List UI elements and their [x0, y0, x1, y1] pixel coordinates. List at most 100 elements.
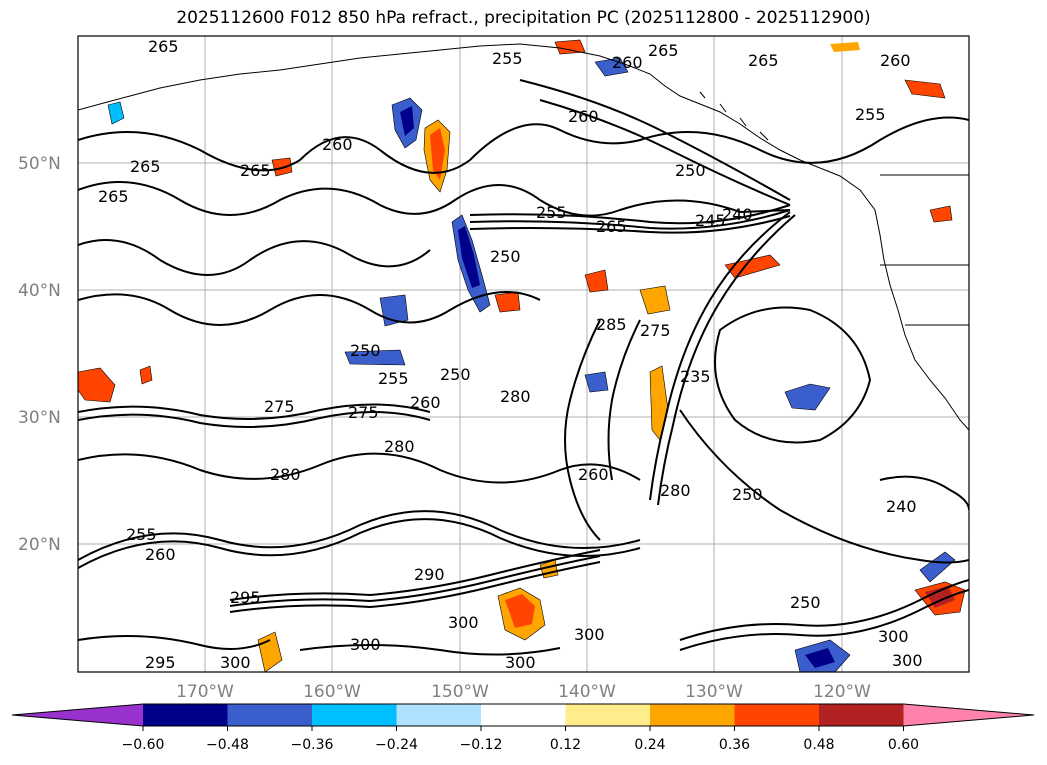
- colorbar-extend-high: [903, 704, 1034, 726]
- state-border: [880, 174, 969, 326]
- contour-label: 250: [790, 593, 821, 612]
- contour-labels: 265 265 265 260 265 260 255 250 265 265 …: [98, 37, 923, 672]
- precip-patch: [554, 39, 586, 55]
- colorbar-tick-label: 0.48: [803, 737, 834, 753]
- lat-label-20n: 20°N: [18, 535, 61, 555]
- colorbar-segment: [734, 704, 820, 726]
- colorbar-tick-label: 0.36: [719, 737, 750, 753]
- contour-label: 280: [660, 481, 691, 500]
- map-panel: 265 265 265 260 265 260 255 250 265 265 …: [77, 35, 970, 673]
- precip-patch: [107, 101, 125, 125]
- lon-label-140w: 140°W: [558, 682, 616, 702]
- contour-label: 265: [130, 157, 161, 176]
- colorbar-segment: [481, 704, 566, 726]
- colorbar-segment: [650, 704, 735, 726]
- contour-line: [657, 214, 796, 506]
- contour-label: 255: [536, 203, 567, 222]
- precip-patch: [400, 106, 414, 136]
- contour-label: 260: [612, 53, 643, 72]
- precip-patch: [430, 128, 445, 180]
- contour-label: 295: [145, 653, 176, 672]
- contour-label: 290: [414, 565, 445, 584]
- precip-patch: [805, 648, 835, 668]
- contour-line: [679, 589, 969, 651]
- colorbar-segment: [565, 704, 651, 726]
- precip-patch: [929, 205, 953, 223]
- contour-label: 280: [384, 437, 415, 456]
- contour-label: 300: [448, 613, 479, 632]
- contour-label: 265: [148, 37, 179, 56]
- contour-line: [229, 549, 601, 601]
- colorbar-tick-label: 0.24: [634, 737, 665, 753]
- contour-label: 240: [722, 205, 753, 224]
- lon-label-170w: 170°W: [176, 682, 234, 702]
- precip-patch: [344, 349, 406, 366]
- contour-line: [78, 239, 431, 276]
- contour-line: [299, 644, 561, 656]
- contour-label: 280: [270, 465, 301, 484]
- contour-label: 300: [350, 635, 381, 654]
- contour-label: 260: [145, 545, 176, 564]
- lon-label-130w: 130°W: [685, 682, 743, 702]
- colorbar-extend-low: [12, 704, 143, 726]
- contour-line: [78, 518, 641, 569]
- contour-label: 280: [500, 387, 531, 406]
- contour-line: [78, 410, 431, 428]
- contour-line: [714, 306, 872, 444]
- contour-line: [78, 291, 541, 326]
- precip-patch: [919, 551, 956, 583]
- colorbar-tick-label: −0.60: [122, 737, 165, 753]
- precip-patch: [505, 594, 535, 628]
- contour-label: 250: [732, 485, 763, 504]
- contour-label: 260: [880, 51, 911, 70]
- precip-patch: [830, 42, 860, 52]
- colorbar-segment: [227, 704, 313, 726]
- contour-label: 255: [378, 369, 409, 388]
- contour-label: 275: [640, 321, 671, 340]
- contour-line: [679, 409, 969, 564]
- contour-label: 265: [98, 187, 129, 206]
- coastlines: [78, 43, 969, 431]
- colorbar-tick-label: 0.60: [888, 737, 919, 753]
- map-background: [78, 36, 969, 672]
- colorbar-tick-label: −0.12: [460, 737, 503, 753]
- contour-label: 300: [892, 651, 923, 670]
- contour-label: 240: [886, 497, 917, 516]
- precip-patch: [724, 254, 781, 279]
- contour-line: [469, 204, 791, 225]
- precip-patch: [904, 79, 946, 99]
- colorbar-segment: [143, 704, 228, 726]
- contour-label: 255: [126, 525, 157, 544]
- contour-line: [564, 319, 601, 541]
- contour-label: 255: [855, 105, 886, 124]
- contour-label: 260: [568, 107, 599, 126]
- colorbar-segment: [819, 704, 904, 726]
- contour-line: [78, 116, 969, 174]
- colorbar-segment: [396, 704, 482, 726]
- contour-line: [679, 579, 969, 641]
- contour-label: 300: [220, 653, 251, 672]
- contour-label: 265: [748, 51, 779, 70]
- map-title: 2025112600 F012 850 hPa refract., precip…: [176, 8, 871, 28]
- contour-label: 250: [350, 341, 381, 360]
- colorbar-tick-label: −0.36: [291, 737, 334, 753]
- lon-label-150w: 150°W: [431, 682, 489, 702]
- precip-patch: [458, 226, 480, 288]
- precip-patch: [584, 269, 609, 293]
- colorbar-tick-label: −0.24: [375, 737, 418, 753]
- contour-label: 255: [492, 49, 523, 68]
- contour-line: [78, 181, 791, 217]
- coastline-north-america: [819, 167, 969, 431]
- contour-line: [229, 561, 601, 613]
- contour-label: 275: [264, 397, 295, 416]
- contour-line: [78, 635, 271, 650]
- contour-label: 275: [348, 403, 379, 422]
- contour-line: [649, 211, 791, 501]
- island-chain: [699, 91, 769, 141]
- contour-label: 265: [596, 217, 627, 236]
- contour-label: 295: [230, 588, 261, 607]
- contour-label: 265: [648, 41, 679, 60]
- contour-line: [78, 510, 641, 561]
- contour-line: [539, 99, 791, 206]
- lat-label-30n: 30°N: [18, 408, 61, 428]
